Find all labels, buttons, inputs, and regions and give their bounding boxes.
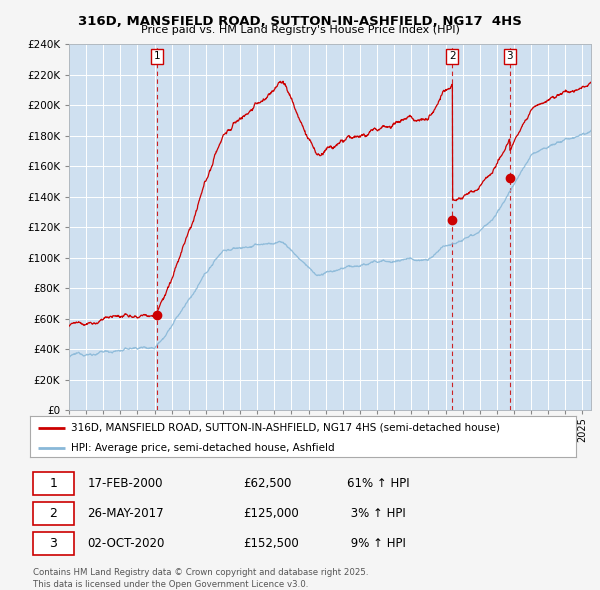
- Text: 1: 1: [50, 477, 58, 490]
- Text: 3: 3: [506, 51, 513, 61]
- Text: 1: 1: [154, 51, 160, 61]
- Text: 2: 2: [50, 507, 58, 520]
- Text: £62,500: £62,500: [243, 477, 292, 490]
- Text: 316D, MANSFIELD ROAD, SUTTON-IN-ASHFIELD, NG17  4HS: 316D, MANSFIELD ROAD, SUTTON-IN-ASHFIELD…: [78, 15, 522, 28]
- Text: 3: 3: [50, 537, 58, 550]
- Text: 316D, MANSFIELD ROAD, SUTTON-IN-ASHFIELD, NG17 4HS (semi-detached house): 316D, MANSFIELD ROAD, SUTTON-IN-ASHFIELD…: [71, 422, 500, 432]
- Text: Contains HM Land Registry data © Crown copyright and database right 2025.
This d: Contains HM Land Registry data © Crown c…: [33, 568, 368, 589]
- Text: Price paid vs. HM Land Registry's House Price Index (HPI): Price paid vs. HM Land Registry's House …: [140, 25, 460, 35]
- Text: £152,500: £152,500: [243, 537, 299, 550]
- Text: 26-MAY-2017: 26-MAY-2017: [88, 507, 164, 520]
- FancyBboxPatch shape: [33, 472, 74, 495]
- Text: 3% ↑ HPI: 3% ↑ HPI: [347, 507, 406, 520]
- Text: 61% ↑ HPI: 61% ↑ HPI: [347, 477, 409, 490]
- Text: 9% ↑ HPI: 9% ↑ HPI: [347, 537, 406, 550]
- FancyBboxPatch shape: [33, 532, 74, 555]
- Text: 2: 2: [449, 51, 455, 61]
- Text: 02-OCT-2020: 02-OCT-2020: [88, 537, 165, 550]
- Text: £125,000: £125,000: [243, 507, 299, 520]
- Text: 17-FEB-2000: 17-FEB-2000: [88, 477, 163, 490]
- FancyBboxPatch shape: [33, 502, 74, 525]
- Text: HPI: Average price, semi-detached house, Ashfield: HPI: Average price, semi-detached house,…: [71, 443, 335, 453]
